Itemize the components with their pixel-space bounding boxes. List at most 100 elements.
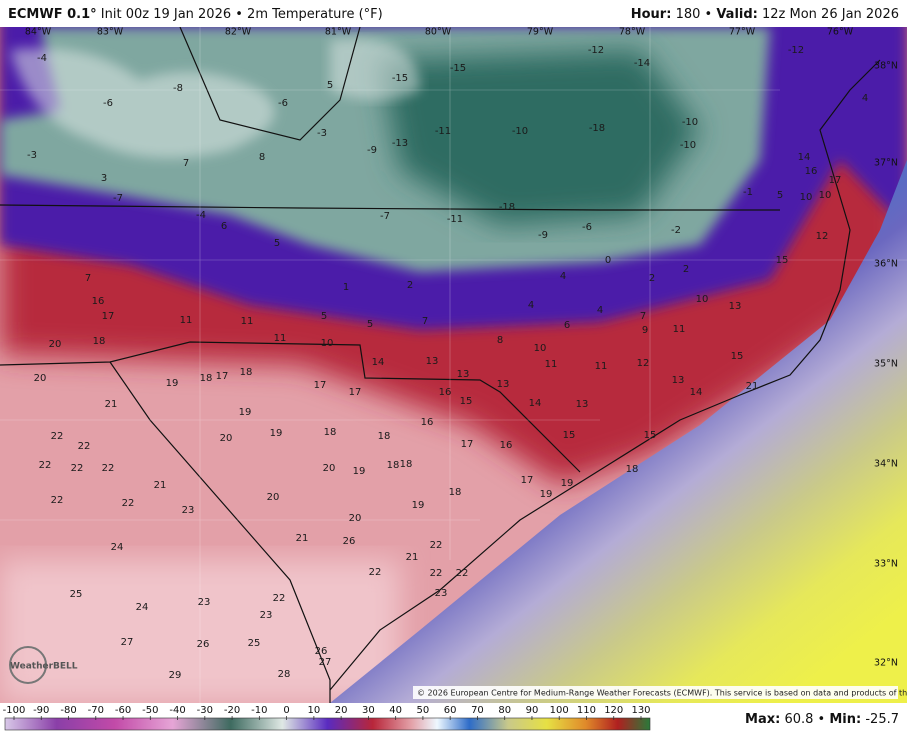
station-value: 21 xyxy=(746,381,759,392)
station-value: -2 xyxy=(671,225,681,236)
station-value: 27 xyxy=(319,657,332,668)
station-value: 19 xyxy=(166,378,179,389)
station-value: 6 xyxy=(221,221,227,232)
graticule-labels: 84°W 83°W 82°W 81°W 80°W 79°W 78°W 77°W 76°W 38°N… xyxy=(25,27,898,669)
longitude-label: 79°W xyxy=(527,27,554,38)
county-lines xyxy=(0,27,907,703)
station-value: 22 xyxy=(369,567,382,578)
colorbar-tick-label: 90 xyxy=(526,705,539,716)
station-value: 28 xyxy=(278,669,291,680)
station-value: 22 xyxy=(456,568,469,579)
station-value: 23 xyxy=(182,505,195,516)
colorbar-tick-label: 60 xyxy=(444,705,457,716)
station-value: 22 xyxy=(51,495,64,506)
logo-mark xyxy=(9,646,47,684)
header-bar xyxy=(0,0,907,27)
station-value: 22 xyxy=(430,568,443,579)
station-value: 7 xyxy=(422,316,428,327)
station-value: 13 xyxy=(672,375,685,386)
station-value: 5 xyxy=(777,190,783,201)
station-value: 20 xyxy=(323,463,336,474)
latitude-label: 34°N xyxy=(874,459,898,470)
latitude-label: 37°N xyxy=(874,158,898,169)
station-value: 26 xyxy=(343,536,356,547)
station-value: -7 xyxy=(380,211,390,222)
min-value: -25.7 xyxy=(865,712,899,727)
station-value: 17 xyxy=(216,371,229,382)
longitude-label: 80°W xyxy=(425,27,452,38)
station-value: -3 xyxy=(317,128,327,139)
station-value: 19 xyxy=(412,500,425,511)
station-value: 16 xyxy=(805,166,818,177)
station-value: -4 xyxy=(196,210,206,221)
station-value: 25 xyxy=(70,589,83,600)
station-value: 5 xyxy=(321,311,327,322)
station-value: -13 xyxy=(392,138,408,149)
station-value: 18 xyxy=(240,367,253,378)
station-value: 22 xyxy=(430,540,443,551)
station-value: 3 xyxy=(101,173,107,184)
state-border xyxy=(179,27,361,141)
station-value: 29 xyxy=(169,670,182,681)
station-value: 11 xyxy=(180,315,193,326)
station-value: 20 xyxy=(349,513,362,524)
station-value: -9 xyxy=(367,145,377,156)
colorbar-tick-label: 10 xyxy=(308,705,321,716)
colorbar-tick-label: -20 xyxy=(224,705,240,716)
max-value: 60.8 • xyxy=(784,712,825,727)
station-value: -8 xyxy=(173,83,183,94)
valid-value: 12z Mon 26 Jan 2026 xyxy=(762,7,899,22)
station-value: 22 xyxy=(71,463,84,474)
valid-label: Valid: xyxy=(716,7,758,22)
colorbar-tick-label: 30 xyxy=(362,705,375,716)
colorbar xyxy=(4,717,651,731)
range-text: Max: 60.8 • Min: -25.7 xyxy=(745,712,899,727)
station-value: 19 xyxy=(561,478,574,489)
station-value: 16 xyxy=(500,440,513,451)
station-value: 18 xyxy=(626,464,639,475)
colorbar-tick-label: -10 xyxy=(251,705,267,716)
station-value: 25 xyxy=(248,638,261,649)
station-value: -10 xyxy=(680,140,696,151)
station-value: 16 xyxy=(439,387,452,398)
colorbar-tick-label: -40 xyxy=(169,705,185,716)
station-value: 14 xyxy=(372,357,385,368)
station-value: 19 xyxy=(239,407,252,418)
station-value: 1 xyxy=(343,282,349,293)
station-value: 15 xyxy=(460,396,473,407)
colorbar-tick-label: 40 xyxy=(389,705,402,716)
station-value: 21 xyxy=(296,533,309,544)
station-value: 13 xyxy=(497,379,510,390)
longitude-label: 78°W xyxy=(619,27,646,38)
station-value: 20 xyxy=(267,492,280,503)
station-value: 6 xyxy=(564,320,570,331)
coastline xyxy=(329,59,881,691)
station-value: 13 xyxy=(576,399,589,410)
station-value: 17 xyxy=(461,439,474,450)
latitude-label: 35°N xyxy=(874,359,898,370)
header-left: ECMWF 0.1° Init 00z 19 Jan 2026 • 2m Tem… xyxy=(8,7,383,22)
station-value: 7 xyxy=(183,158,189,169)
state-border xyxy=(109,361,331,703)
credit-box xyxy=(413,686,898,699)
station-value: 17 xyxy=(349,387,362,398)
station-value: 22 xyxy=(273,593,286,604)
station-value: -6 xyxy=(103,98,113,109)
station-value: 20 xyxy=(49,339,62,350)
station-value: 10 xyxy=(696,294,709,305)
min-label: Min: xyxy=(829,712,861,727)
station-value: 11 xyxy=(274,333,287,344)
station-value: 22 xyxy=(78,441,91,452)
colorbar-tick-label: 20 xyxy=(335,705,348,716)
station-value: 21 xyxy=(154,480,167,491)
station-value: 10 xyxy=(800,192,813,203)
station-value: -11 xyxy=(435,126,451,137)
station-value: -12 xyxy=(788,45,804,56)
station-value: 23 xyxy=(260,610,273,621)
station-value: 2 xyxy=(683,264,689,275)
station-value: 12 xyxy=(637,358,650,369)
station-value: 18 xyxy=(400,459,413,470)
station-value: -14 xyxy=(634,58,650,69)
